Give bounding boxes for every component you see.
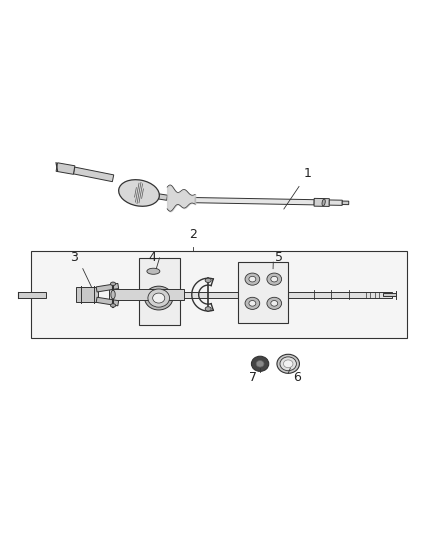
Polygon shape: [342, 201, 349, 205]
Polygon shape: [96, 297, 119, 306]
Text: 6: 6: [293, 371, 301, 384]
Polygon shape: [314, 198, 329, 206]
Ellipse shape: [267, 273, 282, 285]
Ellipse shape: [249, 301, 256, 306]
Ellipse shape: [153, 293, 165, 303]
Text: 3: 3: [70, 252, 78, 264]
Ellipse shape: [205, 278, 211, 282]
Ellipse shape: [283, 360, 293, 368]
Polygon shape: [109, 289, 184, 300]
Ellipse shape: [148, 289, 170, 307]
Ellipse shape: [322, 199, 325, 206]
Polygon shape: [76, 287, 98, 302]
Text: 7: 7: [249, 371, 257, 384]
Ellipse shape: [251, 356, 269, 372]
Ellipse shape: [249, 276, 256, 282]
Ellipse shape: [145, 286, 173, 310]
Polygon shape: [109, 292, 392, 297]
Ellipse shape: [271, 301, 278, 306]
Ellipse shape: [119, 180, 159, 206]
Polygon shape: [56, 163, 75, 174]
Polygon shape: [329, 200, 342, 205]
Polygon shape: [74, 167, 114, 182]
Ellipse shape: [267, 297, 282, 309]
Polygon shape: [195, 198, 314, 205]
Ellipse shape: [256, 360, 264, 367]
Text: 2: 2: [189, 229, 197, 241]
Ellipse shape: [110, 304, 116, 307]
Ellipse shape: [271, 276, 278, 282]
Ellipse shape: [110, 282, 116, 286]
Ellipse shape: [280, 357, 297, 371]
Bar: [139, 258, 180, 325]
Bar: [238, 262, 288, 322]
Ellipse shape: [147, 268, 160, 274]
Text: 1: 1: [304, 167, 311, 180]
Polygon shape: [31, 252, 407, 338]
Ellipse shape: [205, 306, 211, 311]
Ellipse shape: [111, 290, 115, 299]
Text: 4: 4: [148, 252, 156, 264]
Ellipse shape: [277, 354, 300, 373]
Text: 5: 5: [275, 252, 283, 264]
Polygon shape: [383, 293, 396, 296]
Polygon shape: [96, 284, 119, 292]
Polygon shape: [18, 292, 46, 297]
Ellipse shape: [245, 273, 260, 285]
Polygon shape: [159, 194, 167, 200]
Ellipse shape: [245, 297, 260, 309]
